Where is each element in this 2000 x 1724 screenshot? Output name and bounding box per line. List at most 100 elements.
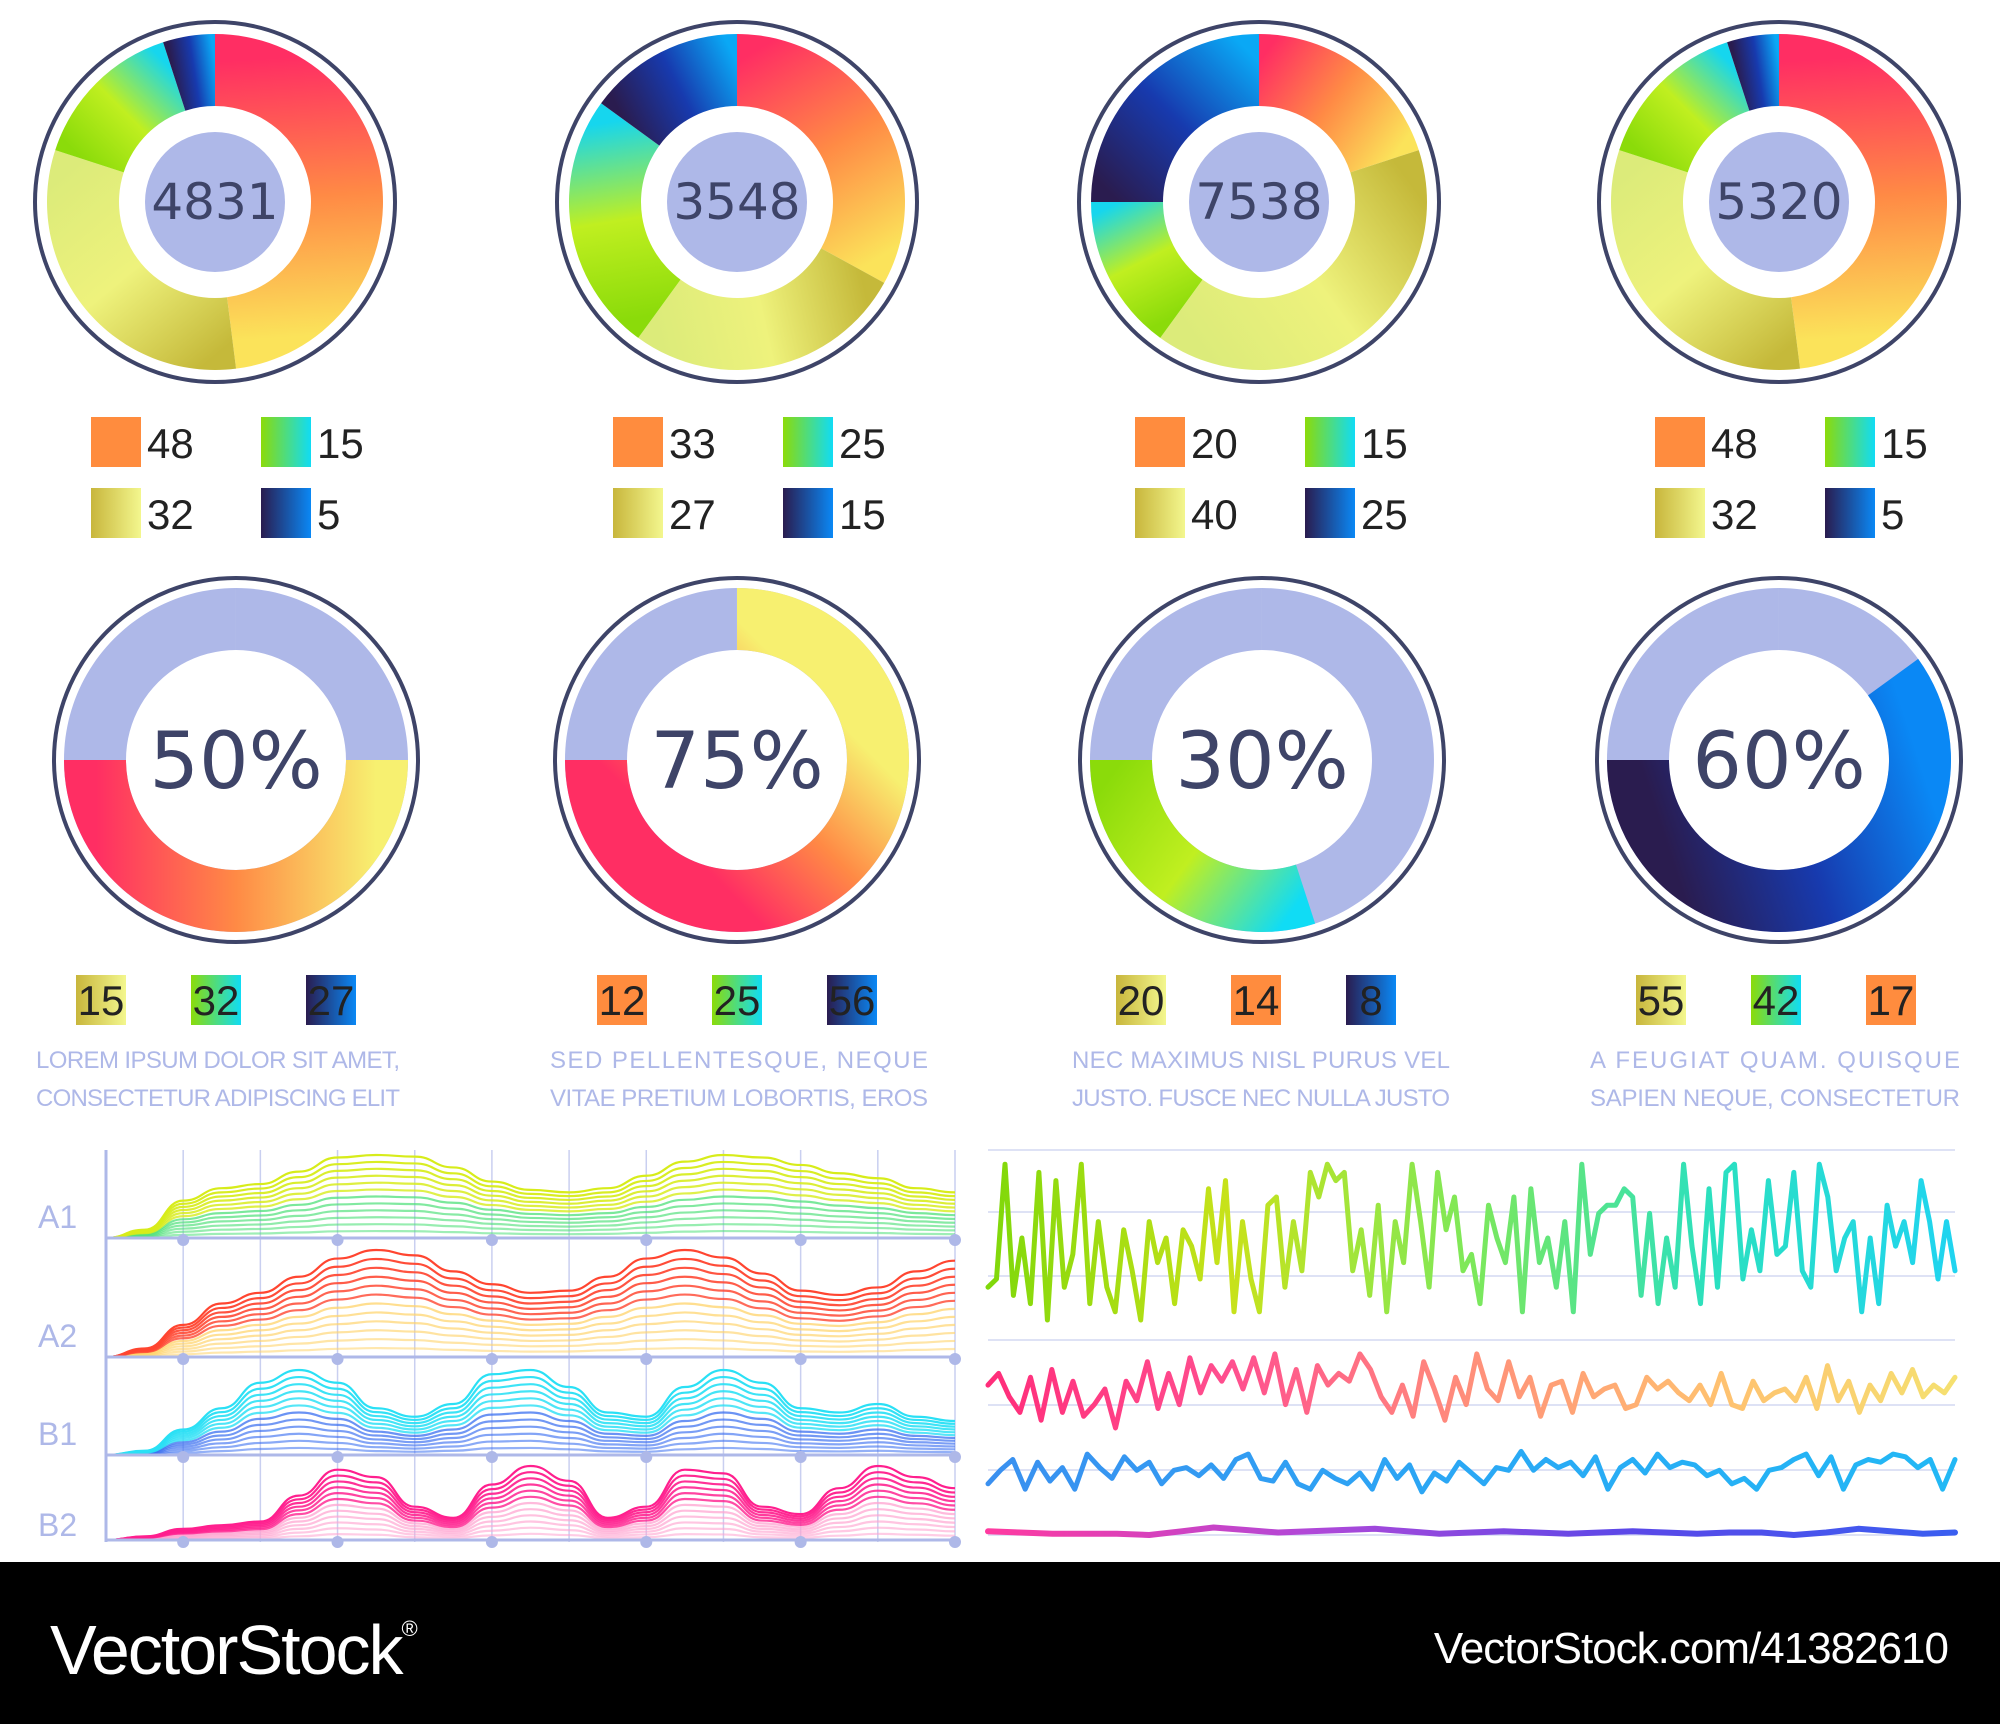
legend-value: 14	[1233, 977, 1280, 1024]
gauge-percent-label: 60%	[1692, 717, 1865, 807]
legend-swatch	[91, 417, 141, 467]
axis-dot	[177, 1353, 190, 1365]
legend-value: 56	[829, 977, 876, 1024]
legend-swatch	[1135, 417, 1185, 467]
donut-slice	[601, 34, 737, 146]
legend-swatch	[712, 975, 762, 1025]
axis-dot	[485, 1536, 498, 1548]
axis-dot	[640, 1234, 653, 1246]
axis-dot	[177, 1536, 190, 1548]
wave-line	[105, 1229, 956, 1240]
caption-line: NEC MAXIMUS NISL PURUS VEL	[1072, 1047, 1450, 1074]
legend-value: 32	[147, 491, 194, 538]
wave-line	[105, 1432, 956, 1457]
wave-line	[105, 1174, 956, 1240]
donut-slice	[1619, 42, 1750, 173]
donut-chart-1: 4831 48 15 32 5	[33, 20, 397, 538]
line-series	[985, 1448, 1958, 1495]
wave-line	[105, 1404, 956, 1457]
gauge-chart-1: 50% 15 32 27 LOREM IPSUM DOLOR SIT AMET, CONS…	[36, 576, 420, 1112]
wave-line	[105, 1477, 956, 1542]
caption-line: JUSTO. FUSCE NEC NULLA JUSTO	[1072, 1085, 1450, 1112]
footer-bar: VectorStock® VectorStock.com/41382610	[0, 1562, 2000, 1724]
legend-value: 32	[193, 977, 240, 1024]
gauge-percent-label: 30%	[1175, 717, 1348, 807]
stacked-wave-chart: A1 A2 B1 B2	[38, 1150, 961, 1548]
axis-dot	[331, 1536, 344, 1548]
wave-line	[105, 1302, 956, 1359]
legend-swatch	[1866, 975, 1916, 1025]
axis-dot	[640, 1536, 653, 1548]
donut-center-disc	[1189, 132, 1329, 272]
line-series	[985, 1351, 1958, 1431]
axis-dot	[331, 1234, 344, 1246]
axis-dot	[794, 1234, 807, 1246]
legend-value: 8	[1359, 977, 1382, 1024]
legend-value: 15	[317, 420, 364, 467]
gauge-chart-4: 60% 55 42 17 A FEUGIAT QUAM. QUISQUE SAPIEN N…	[1590, 576, 1963, 1112]
legend-value: 55	[1638, 977, 1685, 1024]
legend-value: 25	[1361, 491, 1408, 538]
series-label: B1	[38, 1416, 77, 1452]
donut-slice	[737, 34, 905, 283]
donut-slice	[55, 42, 186, 173]
wave-line	[105, 1375, 956, 1457]
wave-line	[105, 1266, 956, 1359]
legend-swatch	[1751, 975, 1801, 1025]
legend-swatch	[261, 417, 311, 467]
caption-line: A FEUGIAT QUAM. QUISQUE	[1590, 1047, 1960, 1074]
series-B1: B1	[38, 1368, 961, 1463]
donut-chart-2: 3548 33 25 27 15	[555, 20, 919, 538]
series-label: A1	[38, 1199, 77, 1235]
axis-dot	[331, 1451, 344, 1463]
wave-line	[105, 1439, 956, 1457]
gauge-percent-label: 50%	[149, 717, 322, 807]
legend-value: 15	[1361, 420, 1408, 467]
wave-line	[105, 1501, 956, 1542]
legend-swatch	[613, 417, 663, 467]
donut-total-label: 5320	[1715, 173, 1842, 231]
gauge-fill	[1090, 760, 1316, 932]
axis-dot	[949, 1536, 961, 1548]
caption-line: VITAE PRETIUM LOBORTIS, EROS	[550, 1085, 928, 1112]
wave-line	[105, 1329, 956, 1359]
legend-value: 42	[1753, 977, 1800, 1024]
donut-charts: 4831 48 15 32 5 3548 33 25 27 15 7538 20 15 40 25 5320 4…	[33, 20, 1963, 1112]
donut-center-disc	[145, 132, 285, 272]
legend-swatch	[261, 488, 311, 538]
wave-line	[105, 1446, 956, 1457]
gauge-fill	[1607, 658, 1951, 933]
axis-dot	[949, 1353, 961, 1365]
donut-slice	[1727, 34, 1779, 111]
donut-slice	[1160, 150, 1427, 370]
donut-slice	[1779, 34, 1948, 369]
wave-line	[105, 1390, 956, 1457]
series-A1: A1	[38, 1153, 961, 1246]
caption-line: SED PELLENTESQUE, NEQUE	[550, 1047, 928, 1074]
legend-swatch	[827, 975, 877, 1025]
axis-dot	[177, 1234, 190, 1246]
legend-swatch	[1655, 417, 1705, 467]
donut-slice	[568, 103, 681, 338]
wave-line	[105, 1275, 956, 1359]
wave-line	[105, 1489, 956, 1542]
legend-swatch	[1231, 975, 1281, 1025]
legend-swatch	[191, 975, 241, 1025]
legend-swatch	[613, 488, 663, 538]
wave-line	[105, 1248, 956, 1359]
wave-line	[105, 1153, 956, 1240]
wave-line	[105, 1216, 956, 1240]
registered-mark: ®	[401, 1616, 418, 1641]
legend-swatch	[783, 417, 833, 467]
legend-swatch	[1636, 975, 1686, 1025]
legend-value: 27	[669, 491, 716, 538]
gauge-percent-label: 75%	[650, 717, 823, 807]
legend-swatch	[1305, 417, 1355, 467]
line-series	[985, 1161, 1958, 1323]
axis-dot	[794, 1353, 807, 1365]
donut-total-label: 3548	[673, 173, 800, 231]
donut-slice	[47, 150, 237, 370]
axis-dot	[485, 1234, 498, 1246]
donut-chart-4: 5320 48 15 32 5	[1597, 20, 1961, 538]
